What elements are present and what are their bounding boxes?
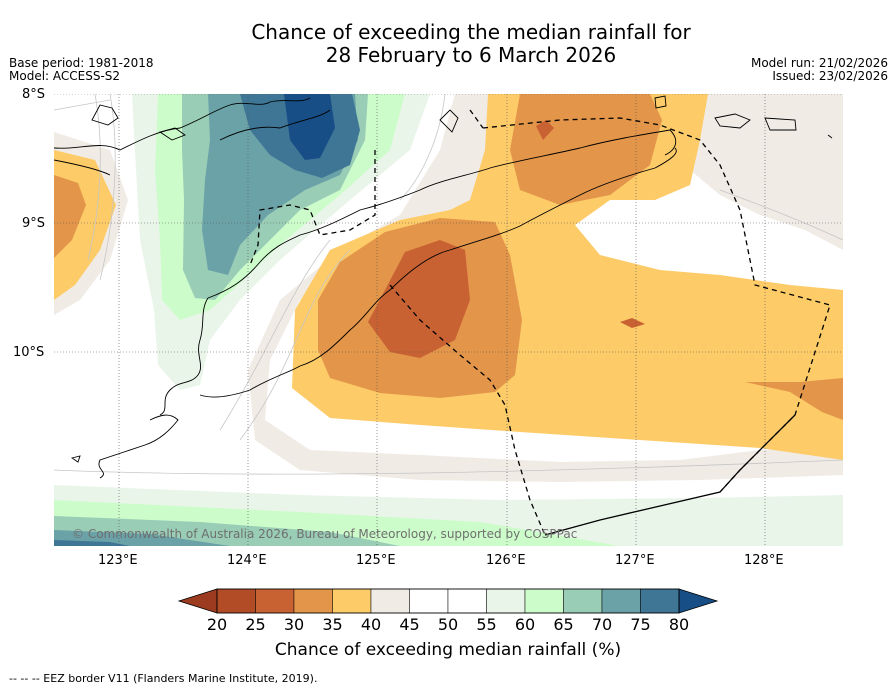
model-run: Model run: 21/02/2026: [750, 56, 888, 70]
lon-label-126e: 126°E: [486, 553, 526, 568]
band-30-35-west: [54, 175, 86, 258]
colorbar: [177, 588, 719, 614]
band-25-30: [368, 240, 470, 358]
contour-lines: [54, 94, 843, 475]
colorbar-tick-label: 25: [245, 615, 266, 634]
lon-label-125e: 125°E: [356, 553, 396, 568]
copyright-notice: © Commonwealth of Australia 2026, Bureau…: [72, 527, 578, 541]
graticule: [54, 94, 843, 546]
lat-label-8s: 8°S: [22, 87, 46, 102]
band-75-80-south: [54, 540, 130, 546]
colorbar-tick-label: 75: [630, 615, 651, 634]
colorbar-segment: [563, 588, 603, 614]
band-25-30-south: [620, 318, 645, 328]
coastlines: [54, 95, 833, 479]
lon-label-124e: 124°E: [227, 553, 267, 568]
band-30-35-east: [745, 378, 843, 420]
colorbar-segment: [332, 588, 372, 614]
lon-label-123e: 123°E: [98, 553, 138, 568]
lat-label-9s: 9°S: [22, 216, 46, 231]
eez-solid-segment: [544, 414, 796, 536]
colorbar-segment: [640, 588, 680, 614]
issued-date: Issued: 23/02/2026: [772, 69, 888, 83]
colorbar-tick-label: 65: [553, 615, 574, 634]
colorbar-segment: [409, 588, 449, 614]
colorbar-tick-label: 50: [437, 615, 459, 634]
colorbar-segment: [370, 588, 410, 614]
colorbar-segment: [216, 588, 256, 614]
eez-legend-note: -- -- -- EEZ border V11 (Flanders Marine…: [9, 672, 318, 685]
colorbar-frame: [216, 588, 680, 614]
colorbar-tick-label: 70: [591, 615, 613, 634]
colorbar-arrow-high: [678, 588, 719, 614]
map-fields: [54, 94, 843, 546]
colorbar-tick-label: 30: [283, 615, 305, 634]
colorbar-title: Chance of exceeding median rainfall (%): [274, 640, 622, 660]
colorbar-tick-label: 60: [514, 615, 536, 634]
colorbar-tick-label: 55: [476, 615, 497, 634]
band-25-30-north: [536, 120, 554, 140]
colorbar-segment: [293, 588, 333, 614]
lon-label-128e: 128°E: [744, 553, 784, 568]
colorbar-tick-label: 45: [399, 615, 420, 634]
colorbar-segment: [255, 588, 295, 614]
chart-title-line1: Chance of exceeding the median rainfall …: [251, 20, 691, 44]
lon-label-127e: 127°E: [615, 553, 655, 568]
eez-border: [249, 109, 831, 536]
colorbar-tick-label: 80: [668, 615, 690, 634]
colorbar-arrow-low: [177, 588, 218, 614]
colorbar-segment: [524, 588, 564, 614]
colorbar-segment: [486, 588, 526, 614]
base-period: Base period: 1981-2018: [9, 56, 154, 70]
colorbar-segment: [447, 588, 487, 614]
band-80-plus-nw: [284, 94, 335, 160]
lat-label-10s: 10°S: [13, 345, 45, 360]
model-name: Model: ACCESS-S2: [9, 69, 121, 83]
colorbar-tick-label: 40: [360, 615, 382, 634]
colorbar-segment: [601, 588, 641, 614]
colorbar-tick-label: 20: [206, 615, 228, 634]
colorbar-tick-label: 35: [322, 615, 343, 634]
chart-title-line2: 28 February to 6 March 2026: [325, 43, 617, 67]
